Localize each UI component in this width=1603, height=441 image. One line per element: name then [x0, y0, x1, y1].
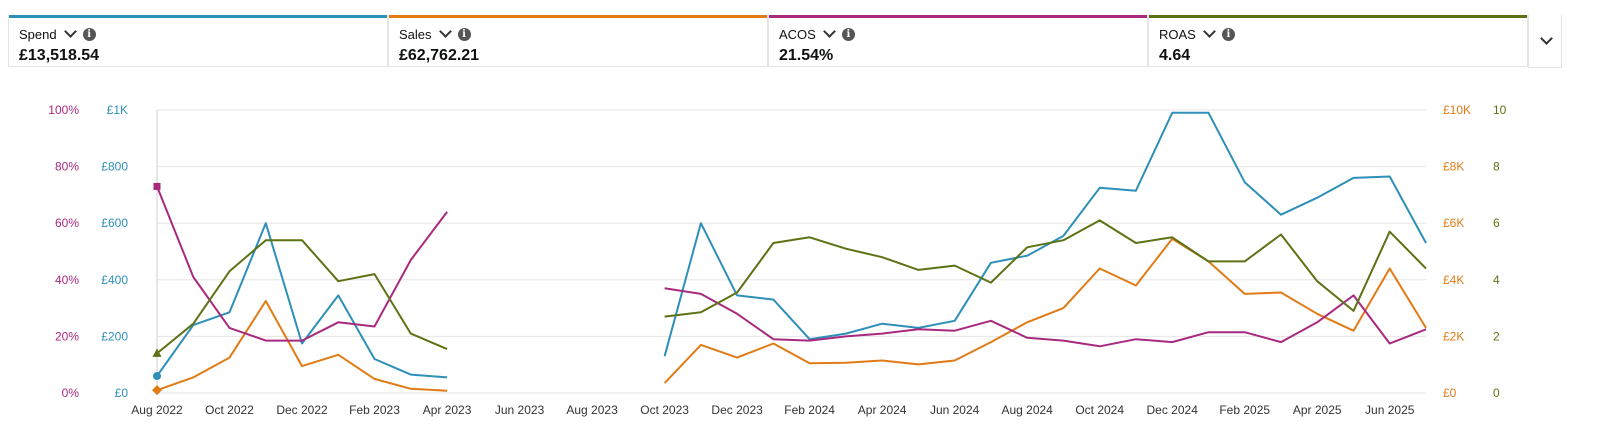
x-axis-tick-label: Dec 2022 [276, 403, 328, 417]
metric-acos[interactable]: ACOS i 21.54% [768, 15, 1148, 67]
info-icon[interactable]: i [82, 27, 96, 41]
roas-axis-tick-label: 6 [1493, 216, 1500, 230]
spend-axis-tick-label: £0 [115, 386, 129, 400]
metric-spend-value: £13,518.54 [19, 47, 100, 64]
metric-spend[interactable]: Spend i £13,518.54 [8, 15, 388, 67]
metric-acos-label: ACOS [779, 26, 816, 42]
metric-sales-label: Sales [399, 26, 432, 42]
x-axis-tick-label: Oct 2022 [205, 403, 254, 417]
x-axis-tick-label: Dec 2023 [711, 403, 763, 417]
roas-axis-tick-label: 10 [1493, 103, 1507, 117]
info-icon[interactable]: i [1221, 27, 1235, 41]
roas-axis-tick-label: 2 [1493, 329, 1500, 343]
x-axis-tick-label: Jun 2025 [1365, 403, 1415, 417]
metric-acos-color-bar [769, 15, 1147, 18]
roas-point-marker [152, 348, 162, 357]
acos-axis-tick-label: 20% [55, 329, 79, 343]
x-axis-tick-label: Oct 2024 [1075, 403, 1124, 417]
metric-roas-color-bar [1149, 15, 1527, 18]
metric-spend-color-bar [9, 15, 387, 18]
spend-axis-tick-label: £600 [101, 216, 128, 230]
sales-axis-tick-label: £10K [1443, 103, 1471, 117]
x-axis-tick-label: Apr 2024 [858, 403, 907, 417]
spend-point-marker [153, 372, 161, 381]
x-axis-tick-label: Apr 2023 [423, 403, 472, 417]
metric-acos-value: 21.54% [779, 47, 834, 64]
metric-roas-value: 4.64 [1159, 47, 1191, 64]
spend-axis-tick-label: £1K [107, 103, 128, 117]
x-axis-tick-label: Feb 2024 [784, 403, 835, 417]
x-axis-tick-label: Aug 2022 [131, 403, 183, 417]
x-axis-tick-label: Feb 2025 [1219, 403, 1270, 417]
spend-axis-tick-label: £800 [101, 160, 128, 174]
sales-point-marker [152, 385, 162, 396]
metric-roas-label: ROAS [1159, 26, 1196, 42]
spend-axis-tick-label: £200 [101, 329, 128, 343]
info-icon[interactable]: i [457, 27, 471, 41]
acos-axis-tick-label: 40% [55, 273, 79, 287]
metrics-bar: Spend i £13,518.54 Sales i £62,762.21 AC… [8, 15, 1562, 68]
metric-sales-value: £62,762.21 [399, 47, 480, 64]
spend-series-line [156, 111, 1427, 379]
x-axis-tick-label: Feb 2023 [349, 403, 400, 417]
acos-axis-tick-label: 100% [48, 103, 79, 117]
sales-axis-tick-label: £8K [1443, 160, 1464, 174]
metric-sales-color-bar [389, 15, 767, 18]
expand-metrics-button[interactable] [1528, 15, 1562, 68]
sales-axis-tick-label: £4K [1443, 273, 1464, 287]
x-axis-tick-label: Aug 2024 [1001, 403, 1053, 417]
sales-axis-tick-label: £6K [1443, 216, 1464, 230]
metric-roas[interactable]: ROAS i 4.64 [1148, 15, 1528, 67]
acos-axis-tick-label: 60% [55, 216, 79, 230]
x-axis-tick-label: Aug 2023 [566, 403, 618, 417]
roas-axis-tick-label: 8 [1493, 160, 1500, 174]
x-axis-tick-label: Oct 2023 [640, 403, 689, 417]
metric-sales[interactable]: Sales i £62,762.21 [388, 15, 768, 67]
acos-axis-tick-label: 0% [62, 386, 80, 400]
x-axis-tick-label: Dec 2024 [1147, 403, 1199, 417]
roas-series-line [156, 219, 1427, 355]
acos-series-line [156, 186, 1427, 348]
metric-spend-label: Spend [19, 26, 57, 42]
x-axis-tick-label: Apr 2025 [1293, 403, 1342, 417]
x-axis-tick-label: Jun 2023 [495, 403, 545, 417]
roas-axis-tick-label: 4 [1493, 273, 1500, 287]
acos-axis-tick-label: 80% [55, 160, 79, 174]
sales-series-line [156, 237, 1427, 392]
roas-axis-tick-label: 0 [1493, 386, 1500, 400]
sales-axis-tick-label: £2K [1443, 329, 1464, 343]
acos-point-marker [153, 182, 161, 190]
sales-axis-tick-label: £0 [1443, 386, 1457, 400]
info-icon[interactable]: i [841, 27, 855, 41]
x-axis-tick-label: Jun 2024 [930, 403, 980, 417]
spend-axis-tick-label: £400 [101, 273, 128, 287]
